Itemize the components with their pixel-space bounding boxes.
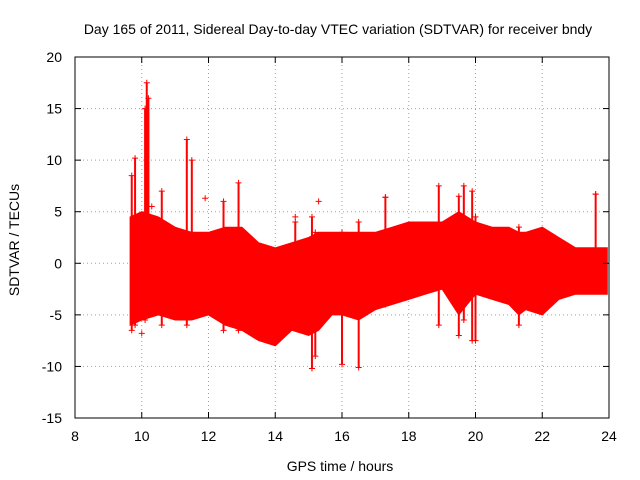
spike-top-marker	[158, 188, 165, 195]
spike-bottom-marker	[455, 332, 462, 339]
spike-bottom-marker	[188, 311, 195, 318]
data-point	[382, 194, 389, 201]
data-point	[592, 191, 599, 198]
spike-bottom-marker	[312, 353, 319, 360]
spike-bottom-marker	[292, 322, 299, 329]
spike-bottom-marker	[220, 327, 227, 334]
spike-top-marker	[292, 219, 299, 226]
y-tick-label: -15	[42, 410, 62, 426]
spike-top-marker	[472, 213, 479, 220]
x-tick-label: 22	[534, 428, 550, 444]
data-point	[315, 198, 322, 205]
spike-bottom-marker	[132, 322, 139, 329]
data-layer	[128, 79, 608, 372]
y-tick-label: 10	[46, 152, 62, 168]
y-tick-label: -5	[50, 307, 63, 323]
spike-bottom-marker	[472, 337, 479, 344]
y-tick-label: -10	[42, 358, 62, 374]
chart-title: Day 165 of 2011, Sidereal Day-to-day VTE…	[84, 21, 592, 37]
spike-bottom-marker	[592, 260, 599, 267]
y-tick-label: 20	[46, 49, 62, 65]
data-point	[292, 213, 299, 220]
data-point	[148, 203, 155, 210]
spike-bottom-marker	[158, 322, 165, 329]
spike-bottom-marker	[339, 361, 345, 368]
x-axis-label: GPS time / hours	[287, 458, 394, 474]
y-tick-label: 5	[54, 204, 62, 220]
spike-top-marker	[220, 198, 227, 205]
data-point	[202, 195, 209, 202]
spike-top-marker	[312, 229, 319, 236]
spike-bottom-marker	[235, 327, 242, 334]
spike-top-marker	[183, 136, 190, 143]
tick-layer: 8 10 12 14 16 18 20 22 24 -15 -10 -5 0 5 10 15 20	[42, 49, 617, 444]
y-axis-label: SDTVAR / TECUs	[6, 184, 22, 296]
spike-top-marker	[339, 229, 345, 236]
x-tick-label: 12	[201, 428, 217, 444]
spike-bottom-marker	[128, 327, 135, 334]
spike-top-marker	[308, 213, 315, 220]
y-tick-label: 15	[46, 101, 62, 117]
spike-top-marker	[460, 182, 467, 189]
spike-bottom-marker	[515, 322, 522, 329]
x-tick-label: 8	[71, 428, 79, 444]
x-tick-label: 18	[401, 428, 417, 444]
spike-top-marker	[235, 179, 242, 186]
spike-top-marker	[132, 155, 139, 162]
x-tick-label: 10	[134, 428, 150, 444]
spike-bottom-marker	[435, 322, 442, 329]
spike-top-marker	[145, 95, 152, 102]
y-tick-label: 0	[54, 255, 62, 271]
spike-bottom-marker	[145, 301, 152, 308]
spike-top-marker	[143, 79, 150, 86]
x-tick-label: 20	[468, 428, 484, 444]
spike-top-marker	[515, 224, 522, 231]
spike-bottom-marker	[183, 322, 190, 329]
spike-top-marker	[435, 182, 442, 189]
x-tick-label: 24	[601, 428, 617, 444]
spike-top-marker	[128, 172, 135, 179]
spike-bottom-marker	[460, 317, 467, 324]
data-band	[129, 211, 608, 347]
x-tick-label: 16	[334, 428, 350, 444]
spike-bottom-marker	[355, 364, 362, 371]
spike-top-marker	[188, 157, 195, 164]
spike-bottom-marker	[382, 301, 389, 308]
spike-top-marker	[469, 188, 476, 195]
x-tick-label: 14	[267, 428, 283, 444]
data-point	[138, 330, 145, 337]
spike-top-marker	[355, 219, 362, 226]
spike-top-marker	[455, 193, 462, 200]
spike-bottom-marker	[142, 317, 149, 324]
spike-bottom-marker	[308, 365, 315, 372]
